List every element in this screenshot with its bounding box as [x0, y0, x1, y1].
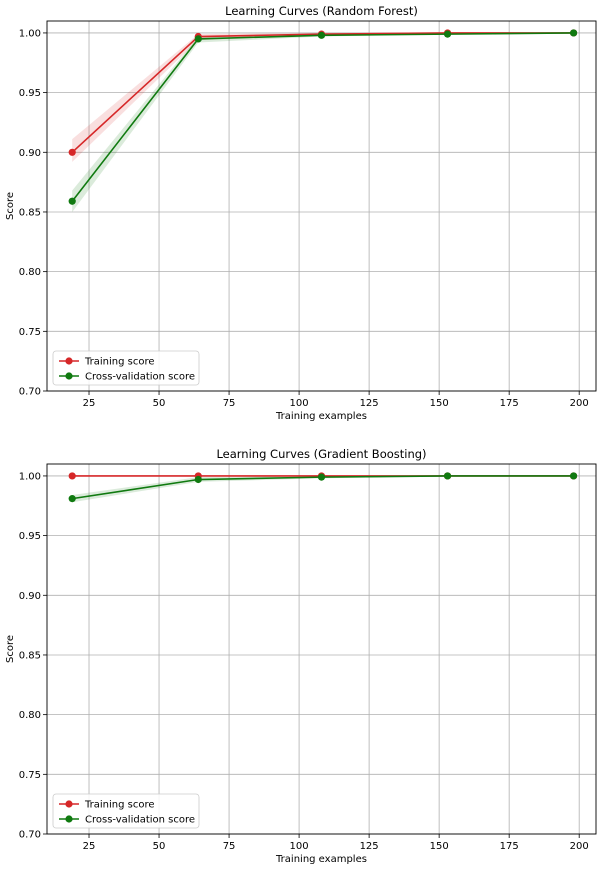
- y-tick-label: 0.85: [19, 650, 41, 661]
- x-tick-label: 175: [500, 841, 519, 852]
- chart-random-forest: 25 50 75 100 125 150 175 200 0.70 0.75 0.80 0.85 0.9…: [5, 4, 597, 422]
- y-tick-label: 0.85: [19, 207, 41, 218]
- data-point-cross-validation: [317, 473, 326, 481]
- x-tick-label: 125: [360, 841, 379, 852]
- data-point-cross-validation: [194, 35, 202, 43]
- x-tick-label: 150: [430, 398, 449, 409]
- x-axis-label: Training examples: [275, 854, 367, 865]
- axes-frame: [46, 463, 597, 835]
- y-tick-label: 0.75: [19, 327, 41, 338]
- x-tick-label: 100: [290, 841, 309, 852]
- data-point-training: [68, 148, 76, 156]
- x-axis-label: Training examples: [275, 411, 367, 422]
- legend-marker-cross-validation: [65, 815, 73, 823]
- grid: [47, 21, 596, 392]
- data-point-cross-validation: [443, 472, 452, 480]
- y-tick-label: 0.95: [19, 531, 41, 542]
- chart-title: Learning Curves (Gradient Boosting): [216, 447, 426, 461]
- legend-marker-cross-validation: [65, 372, 73, 380]
- x-tick-label: 75: [223, 398, 236, 409]
- y-tick-label: 0.90: [19, 591, 41, 602]
- x-tick-label: 75: [223, 841, 236, 852]
- y-tick-label: 0.80: [19, 710, 41, 721]
- y-tick-label: 0.80: [19, 267, 41, 278]
- x-tick-label: 25: [83, 841, 96, 852]
- legend-label-training: Training score: [84, 800, 155, 811]
- legend: Training score Cross-validation score: [52, 793, 200, 829]
- data-point-cross-validation: [194, 475, 202, 484]
- legend-marker-training: [65, 800, 73, 808]
- x-tick-label: 150: [430, 841, 449, 852]
- y-tick-label: 0.95: [19, 88, 41, 99]
- data-point-training: [68, 472, 76, 480]
- x-tick-label: 200: [570, 398, 589, 409]
- y-tick-label: 1.00: [19, 28, 41, 39]
- data-point-cross-validation: [569, 29, 578, 37]
- y-tick-label: 0.70: [19, 830, 41, 841]
- data-point-cross-validation: [68, 495, 76, 503]
- x-tick-label: 50: [153, 398, 166, 409]
- x-tick-label: 175: [500, 398, 519, 409]
- x-tick-label: 25: [83, 398, 96, 409]
- data-point-cross-validation: [443, 30, 452, 38]
- y-tick-label: 0.70: [19, 387, 41, 398]
- axes-frame: [46, 20, 597, 392]
- legend-marker-training: [65, 357, 73, 365]
- x-tick-label: 100: [290, 398, 309, 409]
- legend-box: [52, 350, 200, 386]
- plot-area: [47, 464, 596, 834]
- data-point-cross-validation: [317, 31, 326, 39]
- x-tick-label: 200: [570, 841, 589, 852]
- chart-gradient-boosting: 25 50 75 100 125 150 175 200 0.70 0.75 0.80 0.85 0.9…: [5, 447, 597, 865]
- y-tick-label: 0.75: [19, 770, 41, 781]
- legend-label-training: Training score: [84, 357, 155, 368]
- y-axis-label: Score: [5, 635, 16, 663]
- legend-box: [52, 793, 200, 829]
- legend-label-cross-validation: Cross-validation score: [85, 815, 195, 826]
- legend: Training score Cross-validation score: [52, 350, 200, 386]
- y-tick-label: 1.00: [19, 471, 41, 482]
- data-point-cross-validation: [68, 197, 76, 205]
- x-tick-label: 50: [153, 841, 166, 852]
- legend-label-cross-validation: Cross-validation score: [85, 372, 195, 383]
- x-tick-label: 125: [360, 398, 379, 409]
- chart-title: Learning Curves (Random Forest): [225, 4, 418, 18]
- data-point-cross-validation: [569, 472, 578, 480]
- plot-area: [47, 21, 596, 391]
- y-axis-label: Score: [5, 192, 16, 220]
- y-tick-label: 0.90: [19, 148, 41, 159]
